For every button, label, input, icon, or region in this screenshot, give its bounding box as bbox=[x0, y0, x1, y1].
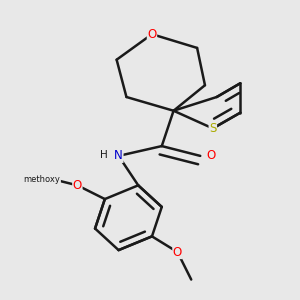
Text: N: N bbox=[114, 149, 123, 162]
Text: O: O bbox=[147, 28, 157, 41]
Text: H: H bbox=[100, 150, 107, 160]
Text: S: S bbox=[209, 122, 217, 135]
Text: O: O bbox=[73, 179, 82, 192]
Text: O: O bbox=[207, 149, 216, 162]
Text: O: O bbox=[173, 246, 182, 259]
Text: methoxy: methoxy bbox=[24, 175, 61, 184]
